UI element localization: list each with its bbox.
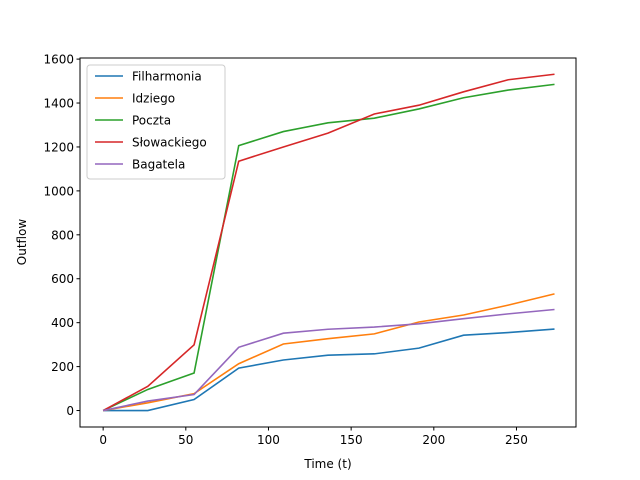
x-tick-label: 200 (422, 433, 445, 447)
x-tick-label: 0 (99, 433, 107, 447)
series-layer (102, 73, 555, 412)
y-tick-label: 1600 (43, 53, 74, 67)
x-tick-label: 50 (178, 433, 193, 447)
x-tick-label: 100 (257, 433, 280, 447)
x-axis-label: Time (t) (303, 457, 351, 471)
series-line-4 (102, 308, 555, 412)
y-tick-label: 1000 (43, 184, 74, 198)
y-tick-label: 400 (51, 316, 74, 330)
series-line-0 (103, 328, 555, 412)
legend-label-0: Filharmonia (132, 70, 202, 84)
plot-frame (79, 57, 577, 428)
series-line-3 (102, 73, 555, 412)
y-axis-label: Outflow (15, 219, 29, 266)
y-tick-label: 0 (66, 404, 74, 418)
series-line-1 (103, 293, 555, 412)
y-tick-label: 600 (51, 272, 74, 286)
y-tick-label: 1200 (43, 140, 74, 154)
x-axis-ticks: 0 50 100 150 200 250 (99, 427, 528, 447)
x-tick-label: 250 (505, 433, 528, 447)
series-line-2 (102, 83, 555, 412)
legend-label-2: Poczta (132, 114, 171, 128)
legend-label-3: Słowackiego (132, 136, 207, 150)
legend-frame (86, 64, 226, 180)
y-tick-label: 200 (51, 360, 74, 374)
legend: Filharmonia Idziego Poczta Słowackiego Bagat… (86, 64, 226, 180)
legend-label-1: Idziego (132, 92, 175, 106)
y-tick-label: 1400 (43, 97, 74, 111)
y-axis-ticks: 0 200 400 600 800 1000 1200 1400 1600 (43, 53, 80, 418)
y-tick-label: 800 (51, 228, 74, 242)
legend-label-4: Bagatela (132, 158, 185, 172)
x-tick-label: 150 (340, 433, 363, 447)
